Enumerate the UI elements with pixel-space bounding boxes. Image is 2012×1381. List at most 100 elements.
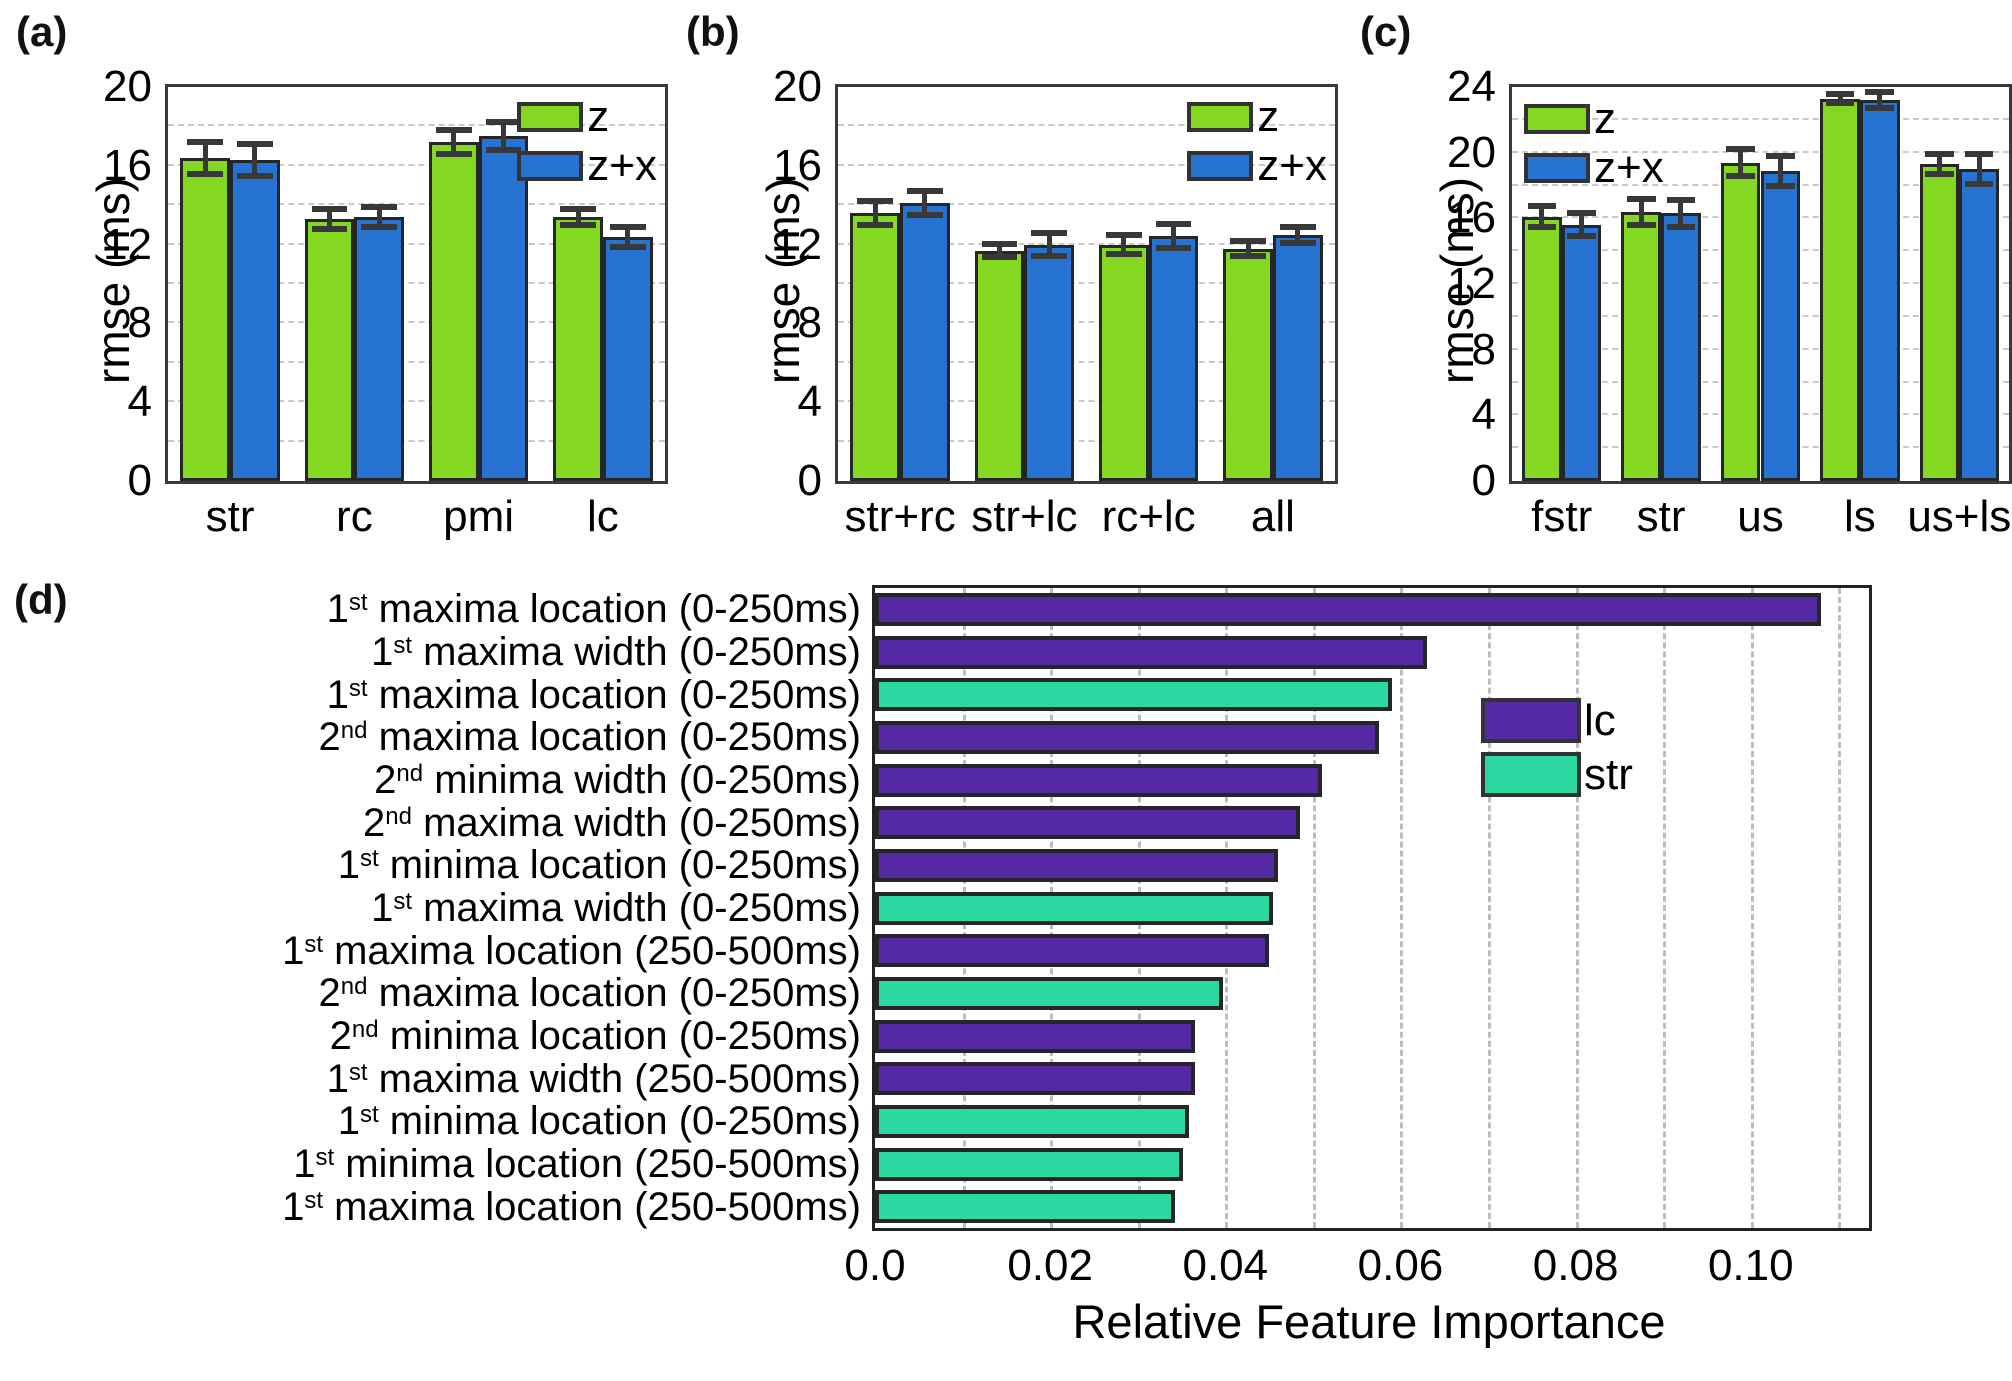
legend-label: z [1257, 92, 1280, 141]
y-tick-label: 4 [1471, 390, 1496, 440]
legend-item: z+x [517, 144, 657, 188]
legend-label: z+x [1594, 143, 1664, 192]
panel-d: (d) 1st maxima location (0-250ms) 1st max… [0, 560, 2012, 1381]
y-tick-label: 20 [103, 62, 152, 111]
feature-bar-str [875, 1147, 1184, 1181]
bar-zx-rc+lc [1148, 235, 1199, 481]
panel-d-plot: 1st maxima location (0-250ms) 1st maxima … [282, 585, 1872, 1288]
y-tick-label: 0 [1471, 456, 1496, 505]
bar-z-all [1223, 248, 1273, 481]
y-tick-label: 8 [1471, 324, 1496, 374]
feature-bar-lc [875, 806, 1300, 840]
gridline [168, 439, 665, 442]
feature-label: 1st minima location (0-250ms) [337, 843, 861, 888]
gridline [838, 360, 1335, 363]
feature-label: 2nd minima location (0-250ms) [329, 1014, 861, 1058]
bar-zx-lc [602, 236, 653, 481]
feature-label: 2nd maxima location (0-250ms) [318, 971, 861, 1016]
error-bar-cap [1155, 244, 1192, 251]
legend-label: z+x [1257, 141, 1327, 190]
error-bar [252, 144, 258, 176]
error-bar [1121, 234, 1127, 255]
error-bar-cap [435, 150, 472, 157]
bar-z-fstr [1521, 216, 1562, 481]
panel-a: (a) rmse (ms) 0 4 8 12 16 20 str rc pmi lc z z+x [0, 0, 670, 560]
panel-d-label: (d) [14, 576, 68, 623]
error-bar-cap [1105, 251, 1142, 258]
feature-label: 1st maxima location (250-500ms) [282, 1184, 861, 1229]
gridline [1575, 588, 1579, 1228]
error-bar-cap [609, 243, 646, 250]
feature-label: 2nd minima width (0-250ms) [374, 758, 861, 802]
error-bar [1936, 154, 1942, 175]
panel-b-label: (b) [686, 8, 740, 55]
legend-item: str [1481, 752, 1633, 797]
error-bar-cap [609, 223, 646, 230]
bar-z-lc [553, 217, 603, 481]
error-bar-cap [1925, 151, 1954, 158]
feature-bar-lc [875, 592, 1821, 626]
panel-b: (b) rmse (ms) 0 4 8 12 16 20 str+rc str+lc rc+lc… [672, 0, 1340, 560]
feature-label: 1st maxima location (0-250ms) [326, 672, 861, 717]
error-bar [1245, 240, 1251, 257]
error-bar [872, 201, 878, 225]
gridline [1663, 588, 1667, 1228]
panel-c: (c) rmse (ms) 0 4 8 12 16 20 24 fstr str us ls us+l… [1342, 0, 2012, 560]
y-tick-label: 8 [127, 298, 152, 348]
error-bar [1579, 213, 1585, 237]
legend-swatch-zx [517, 151, 584, 181]
error-bar-cap [1825, 100, 1855, 107]
error-bar-cap [1666, 197, 1696, 204]
error-bar-cap [1666, 223, 1696, 230]
legend-item: z+x [1524, 146, 1664, 190]
error-bar [625, 226, 631, 247]
y-tick-label: 0 [127, 456, 152, 505]
error-bar-cap [361, 223, 398, 230]
error-bar [327, 209, 333, 229]
feature-bar-lc [875, 1062, 1195, 1096]
error-bar-cap [907, 188, 943, 195]
gridline [168, 124, 665, 127]
feature-bar-str [875, 1104, 1189, 1138]
bar-z-pmi [428, 142, 479, 481]
error-bar-cap [1726, 145, 1755, 152]
legend: z z+x [1524, 97, 1664, 190]
x-category-label: str [1636, 492, 1686, 541]
x-category-label: us [1737, 492, 1784, 541]
gridline [838, 439, 1335, 442]
y-tick-label: 4 [797, 377, 822, 427]
gridline [1312, 588, 1316, 1228]
gridline [1838, 588, 1842, 1228]
error-bar-cap [485, 119, 522, 126]
bar-z-str [1621, 211, 1662, 481]
bar-z-rc+lc [1098, 244, 1149, 481]
error-bar-cap [560, 206, 596, 213]
feature-label: 1st maxima width (0-250ms) [371, 630, 861, 674]
legend-swatch-lc [1481, 698, 1581, 743]
gridline [838, 124, 1335, 127]
error-bar-cap [237, 141, 273, 148]
x-tick-label: 0.06 [1357, 1241, 1444, 1290]
error-bar-cap [857, 198, 894, 205]
legend-item: z [517, 95, 657, 139]
y-tick-label: 12 [773, 219, 822, 269]
y-tick-label: 12 [1447, 259, 1496, 308]
feature-label: 1st maxima location (250-500ms) [282, 928, 861, 973]
feature-bar-lc [875, 635, 1427, 669]
bar-zx-fstr [1561, 224, 1602, 481]
error-bar-cap [1766, 152, 1795, 159]
legend: z z+x [517, 95, 657, 188]
error-bar-cap [1865, 105, 1895, 112]
error-bar [500, 122, 506, 151]
x-tick-label: 0.04 [1182, 1241, 1269, 1290]
x-tick-label: 0.02 [1007, 1241, 1093, 1290]
feature-label: 1st maxima width (0-250ms) [371, 886, 861, 930]
error-bar [1738, 148, 1744, 177]
gridline [168, 282, 665, 284]
bar-z-str+rc [850, 213, 901, 481]
bar-zx-str+rc [900, 203, 950, 481]
error-bar-cap [187, 139, 224, 146]
bar-z-str [180, 157, 231, 481]
error-bar-cap [1726, 173, 1755, 180]
bar-zx-str [1661, 213, 1701, 481]
